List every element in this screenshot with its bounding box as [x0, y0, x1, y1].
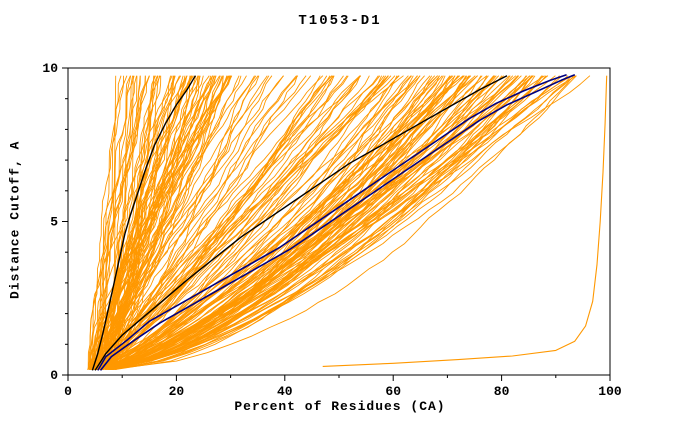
- model-curve: [96, 75, 247, 370]
- x-tick-label: 40: [277, 384, 293, 399]
- model-curve: [107, 75, 398, 370]
- model-curve: [112, 75, 134, 370]
- model-curve: [110, 75, 574, 370]
- model-curve: [111, 75, 232, 370]
- model-curve: [89, 75, 543, 370]
- model-curve: [109, 75, 573, 370]
- model-curve: [115, 75, 233, 370]
- y-tick-label: 0: [50, 368, 58, 383]
- chart-title: T1053-D1: [298, 13, 382, 29]
- y-tick-label: 10: [42, 61, 58, 76]
- model-curve: [107, 75, 191, 370]
- model-curve: [107, 75, 312, 370]
- model-curve: [92, 75, 533, 370]
- model-curves: [87, 75, 591, 370]
- model-curve: [89, 75, 471, 370]
- axis-ticks: [62, 67, 611, 381]
- model-curve: [107, 75, 483, 370]
- model-curve: [87, 75, 414, 370]
- model-curve: [104, 75, 361, 370]
- model-curve: [88, 75, 421, 370]
- model-curve: [109, 75, 436, 370]
- x-tick-label: 0: [64, 384, 72, 399]
- model-curve: [111, 75, 421, 370]
- model-curve: [90, 75, 213, 370]
- model-curve: [95, 75, 135, 370]
- reference-black-mid-curve: [94, 75, 508, 371]
- model-curve: [103, 75, 572, 370]
- tick-labels: 0 20 40 60 80 100 0 5 10: [42, 61, 622, 399]
- model-curve: [97, 75, 270, 370]
- model-curve: [103, 75, 389, 370]
- model-curve: [101, 75, 331, 370]
- model-curve: [113, 75, 385, 370]
- model-curve: [87, 75, 284, 370]
- model-curve: [97, 75, 496, 370]
- model-curve: [96, 75, 201, 370]
- model-curve: [97, 75, 441, 370]
- x-tick-label: 80: [494, 384, 510, 399]
- model-curve: [102, 75, 361, 370]
- reference-black-left-curve: [91, 75, 197, 371]
- model-curve: [94, 75, 482, 370]
- model-curve: [91, 75, 381, 370]
- x-axis-label: Percent of Residues (CA): [234, 399, 446, 414]
- model-curve: [98, 75, 444, 370]
- model-curve: [107, 75, 240, 370]
- selected-navy-1-curve: [99, 74, 576, 371]
- model-curve: [100, 75, 175, 370]
- model-curve: [113, 75, 361, 370]
- selected-navy-2-curve: [97, 74, 567, 371]
- model-curve: [109, 75, 224, 370]
- model-curve: [91, 75, 138, 370]
- model-curve: [109, 75, 443, 370]
- model-curve: [101, 75, 383, 370]
- model-curve: [91, 75, 396, 370]
- model-curve: [90, 75, 348, 370]
- model-curve: [92, 75, 454, 370]
- model-curve: [105, 75, 495, 370]
- model-curve: [89, 75, 217, 370]
- model-curve: [110, 75, 162, 370]
- model-curve: [91, 75, 242, 370]
- x-tick-label: 60: [385, 384, 401, 399]
- model-curve: [107, 75, 500, 370]
- model-curve: [90, 75, 150, 370]
- model-curve: [97, 75, 418, 370]
- model-outlier-orange-curve: [322, 75, 608, 367]
- x-tick-label: 100: [598, 384, 622, 399]
- model-curve: [89, 75, 577, 370]
- model-curve: [89, 75, 362, 370]
- model-curve: [89, 75, 349, 370]
- model-curve: [104, 75, 141, 370]
- model-curve: [109, 75, 230, 370]
- model-curve: [115, 75, 470, 370]
- x-tick-label: 20: [169, 384, 185, 399]
- y-tick-label: 5: [50, 215, 58, 230]
- model-curve: [105, 75, 547, 370]
- model-curve: [111, 75, 534, 370]
